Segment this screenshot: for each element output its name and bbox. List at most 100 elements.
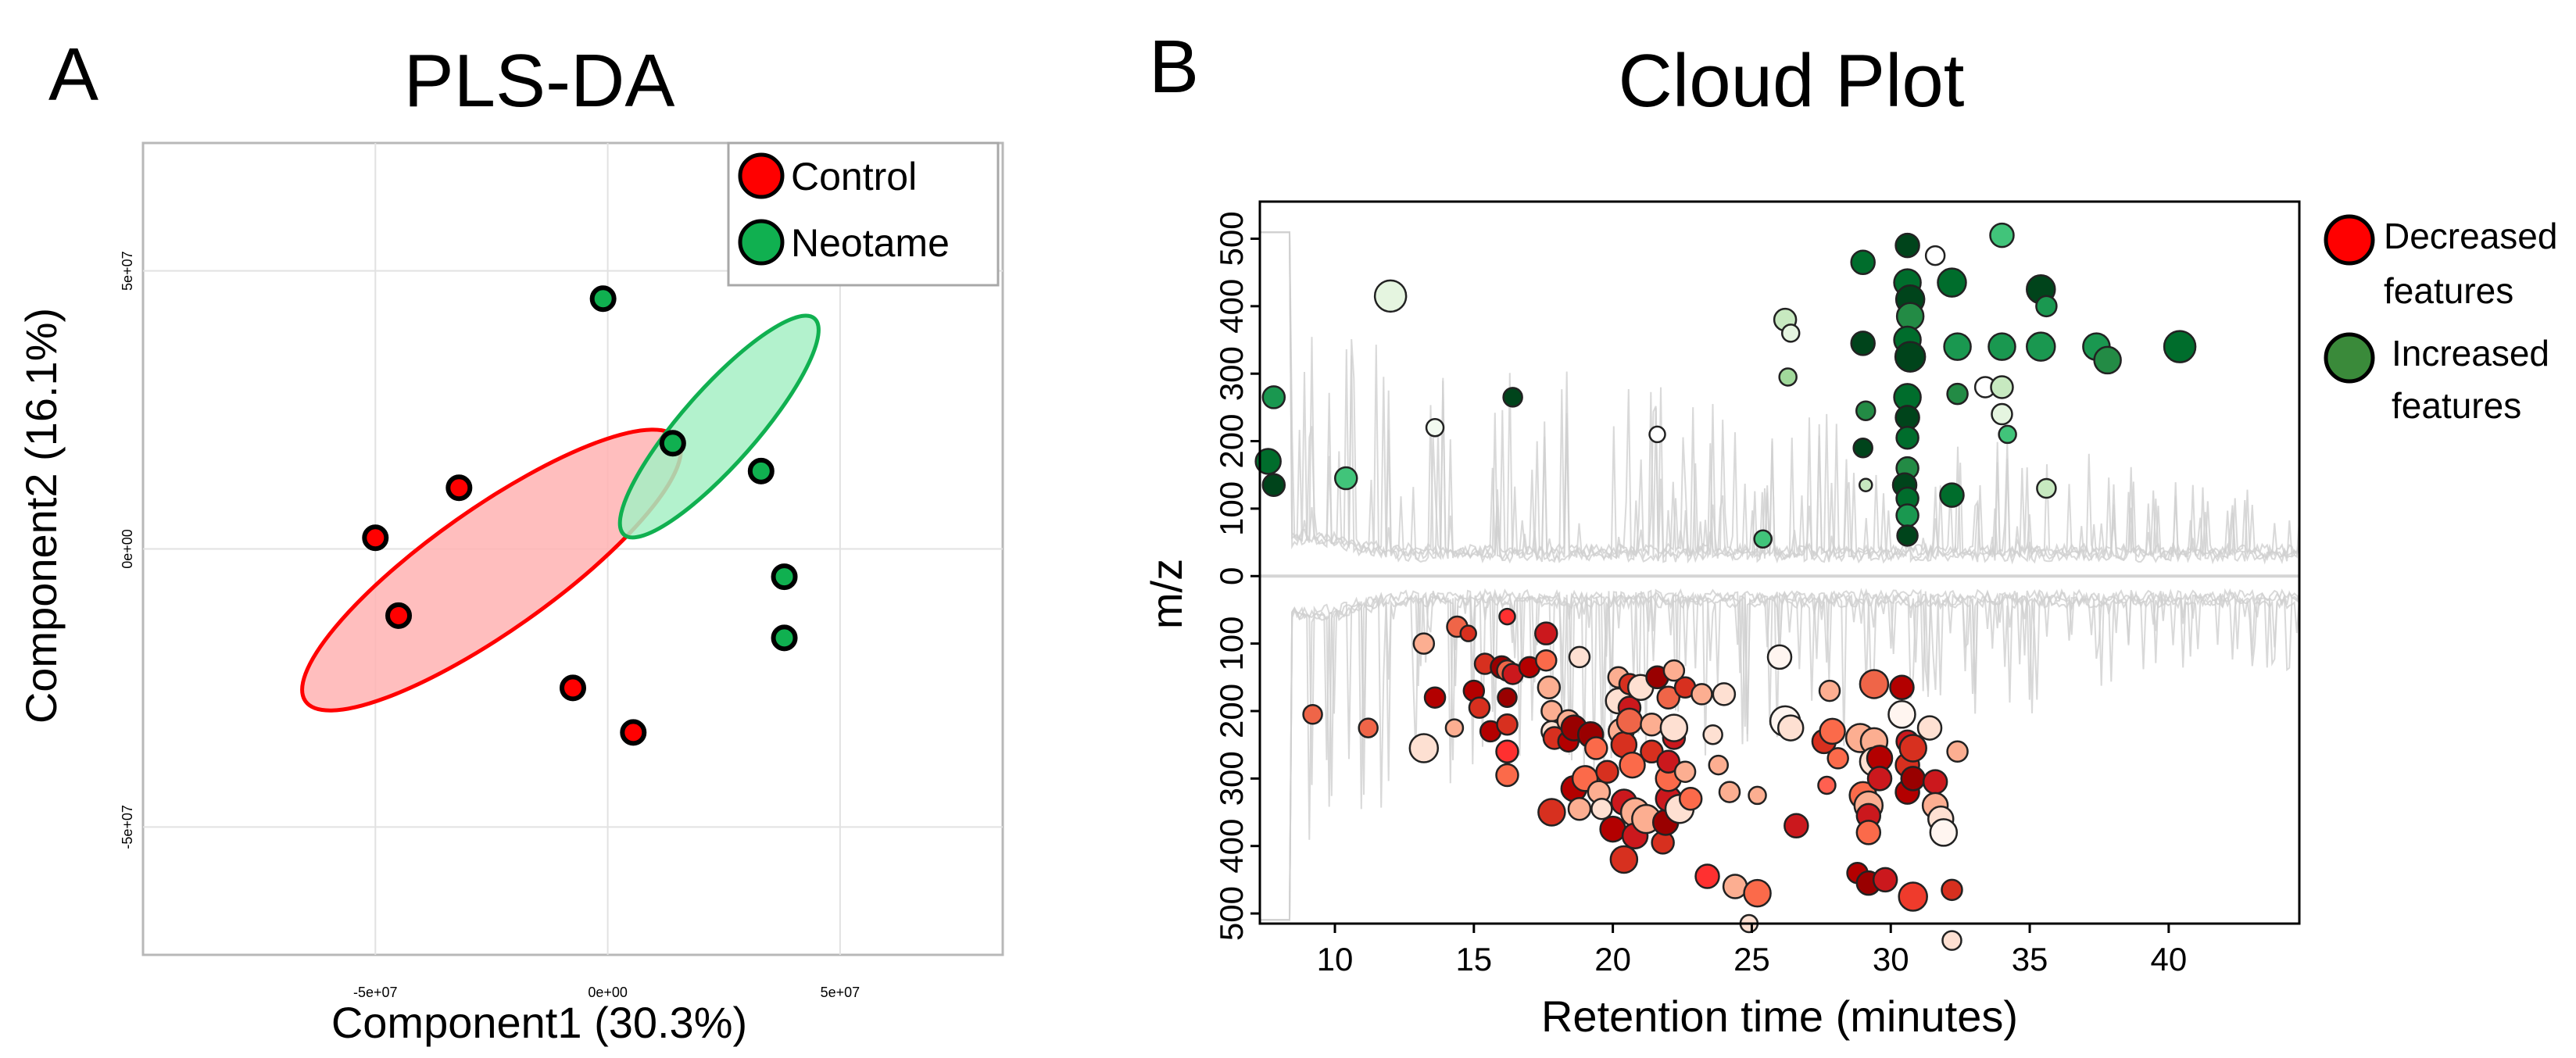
decreased-feature-point (1408, 733, 1440, 763)
decreased-feature-point (1784, 813, 1809, 839)
cloud-y-tick-label: 400 (1213, 819, 1250, 874)
increased-feature-point (1987, 332, 2016, 361)
increased-feature-point (1894, 232, 1920, 259)
cloud-y-tick-label: 300 (1213, 346, 1250, 401)
cloud-x-axis-title: Retention time (minutes) (1541, 992, 2018, 1041)
panel-a: A PLS-DA -5e+07 0e+00 5e+07 5e+070e+00-5e+… (16, 33, 1004, 1047)
legend-increased-line1: Increased (2392, 333, 2549, 374)
decreased-feature-point (1495, 739, 1519, 764)
decreased-feature-point (1599, 815, 1626, 843)
pls-legend: Control Neotame (727, 141, 1000, 287)
pls-point-control (362, 524, 389, 552)
decreased-feature-point (1819, 717, 1846, 745)
panel-a-letter: A (48, 33, 98, 116)
cloud-x-tick-label: 15 (1455, 941, 1492, 978)
cloud-y-tick-label: 500 (1213, 886, 1250, 941)
decreased-feature-point (1534, 621, 1558, 645)
decreased-feature-point (1497, 687, 1518, 708)
increased-feature-point (1894, 341, 1927, 373)
decreased-feature-point (1662, 659, 1686, 682)
decreased-feature-point (1866, 766, 1893, 792)
decreased-feature-point (1468, 696, 1491, 719)
legend-decreased-swatch (2324, 214, 2375, 266)
increased-feature-point (1648, 425, 1666, 444)
decreased-feature-point (1423, 686, 1447, 709)
increased-feature-point (1261, 473, 1286, 497)
increased-feature-point (1895, 302, 1925, 331)
increased-feature-point (1425, 418, 1445, 438)
cloud-y-tick-label: 100 (1213, 481, 1250, 536)
increased-feature-point (1858, 477, 1873, 492)
increased-feature-point (1946, 382, 1969, 406)
increased-feature-point (1989, 222, 2015, 248)
chromatogram-trace-down (1260, 592, 2300, 921)
decreased-feature-point (1941, 930, 1962, 951)
chromatogram-trace-up (1260, 231, 2300, 558)
cloud-y-tick-label: 300 (1213, 751, 1250, 806)
decreased-feature-point (1615, 707, 1644, 735)
decreased-feature-point (1694, 863, 1720, 889)
increased-feature-point (1850, 331, 1876, 356)
decreased-feature-point (1619, 751, 1646, 779)
decreased-feature-point (1859, 669, 1890, 699)
pls-point-control (620, 719, 647, 746)
cloud-legend: Decreased features Increased features (2324, 214, 2557, 426)
cloud-y-tick-label: 200 (1213, 414, 1250, 469)
increased-feature-point (1852, 437, 1873, 459)
decreased-feature-point (1673, 760, 1697, 783)
cloud-x-tick-label: 10 (1317, 941, 1354, 978)
legend-increased-swatch (2324, 332, 2375, 384)
decreased-feature-point (1929, 818, 1959, 847)
increased-feature-point (2026, 331, 2056, 362)
legend-decreased-line2: features (2384, 270, 2513, 311)
pls-y-ticks: 5e+07 0e+00 -5e+07 (120, 251, 135, 849)
decreased-feature-point (1826, 747, 1849, 770)
increased-feature-point (2036, 477, 2057, 499)
cloud-x-tick-label: 35 (2012, 941, 2048, 978)
decreased-feature-point (1302, 704, 1323, 725)
legend-neotame-label: Neotame (791, 221, 950, 265)
decreased-feature-point (1748, 785, 1767, 806)
decreased-feature-point (1941, 878, 1963, 902)
panel-a-title: PLS-DA (404, 39, 675, 123)
decreased-feature-point (1595, 760, 1619, 784)
pls-x-axis-title: Component1 (30.3%) (331, 998, 747, 1047)
pls-ellipses (300, 313, 821, 713)
pls-x-ticks: -5e+07 0e+00 5e+07 (353, 985, 860, 1000)
decreased-feature-point (1898, 881, 1928, 912)
decreased-feature-point (1358, 717, 1379, 738)
pls-y-tick-label: -5e+07 (120, 805, 135, 849)
legend-decreased-line1: Decreased (2384, 216, 2557, 256)
pls-x-tick-label: 5e+07 (821, 985, 860, 1000)
decreased-feature-point (1718, 781, 1741, 803)
chromatogram-trace-up (1260, 231, 2300, 560)
pls-y-tick-label: 5e+07 (120, 251, 135, 291)
decreased-feature-point (1678, 786, 1703, 811)
cloud-x-tick-label: 40 (2151, 941, 2188, 978)
cloud-x-ticks: 10 15 20 25 30 35 40 (1317, 924, 2188, 978)
pls-y-axis-title: Component2 (16.1%) (16, 308, 66, 724)
increased-feature-point (1939, 482, 1965, 508)
legend-control-label: Control (791, 155, 917, 198)
decreased-feature-point (1656, 749, 1681, 774)
increased-feature-point (1753, 529, 1773, 549)
increased-feature-point (1254, 448, 1282, 475)
increased-feature-point (1894, 405, 1920, 431)
increased-feature-point (2093, 345, 2122, 375)
decreased-feature-point (1495, 763, 1519, 788)
increased-feature-point (1895, 425, 1919, 450)
pls-point-control (445, 474, 473, 502)
decreased-feature-point (1609, 845, 1639, 874)
decreased-feature-point (1412, 632, 1436, 655)
increased-feature-point (1943, 332, 1972, 361)
decreased-feature-point (1537, 675, 1562, 700)
cloud-y-tick-label: 200 (1213, 684, 1250, 738)
decreased-feature-point (1818, 679, 1841, 702)
panel-b: B Cloud Plot 10 15 20 25 30 35 40 500 400 300 200… (1142, 25, 2557, 1041)
decreased-feature-point (1766, 644, 1793, 670)
cloud-y-tick-label: 500 (1213, 211, 1250, 266)
decreased-feature-point (1459, 624, 1477, 642)
decreased-feature-point (1946, 740, 1969, 763)
decreased-feature-point (1496, 713, 1519, 736)
